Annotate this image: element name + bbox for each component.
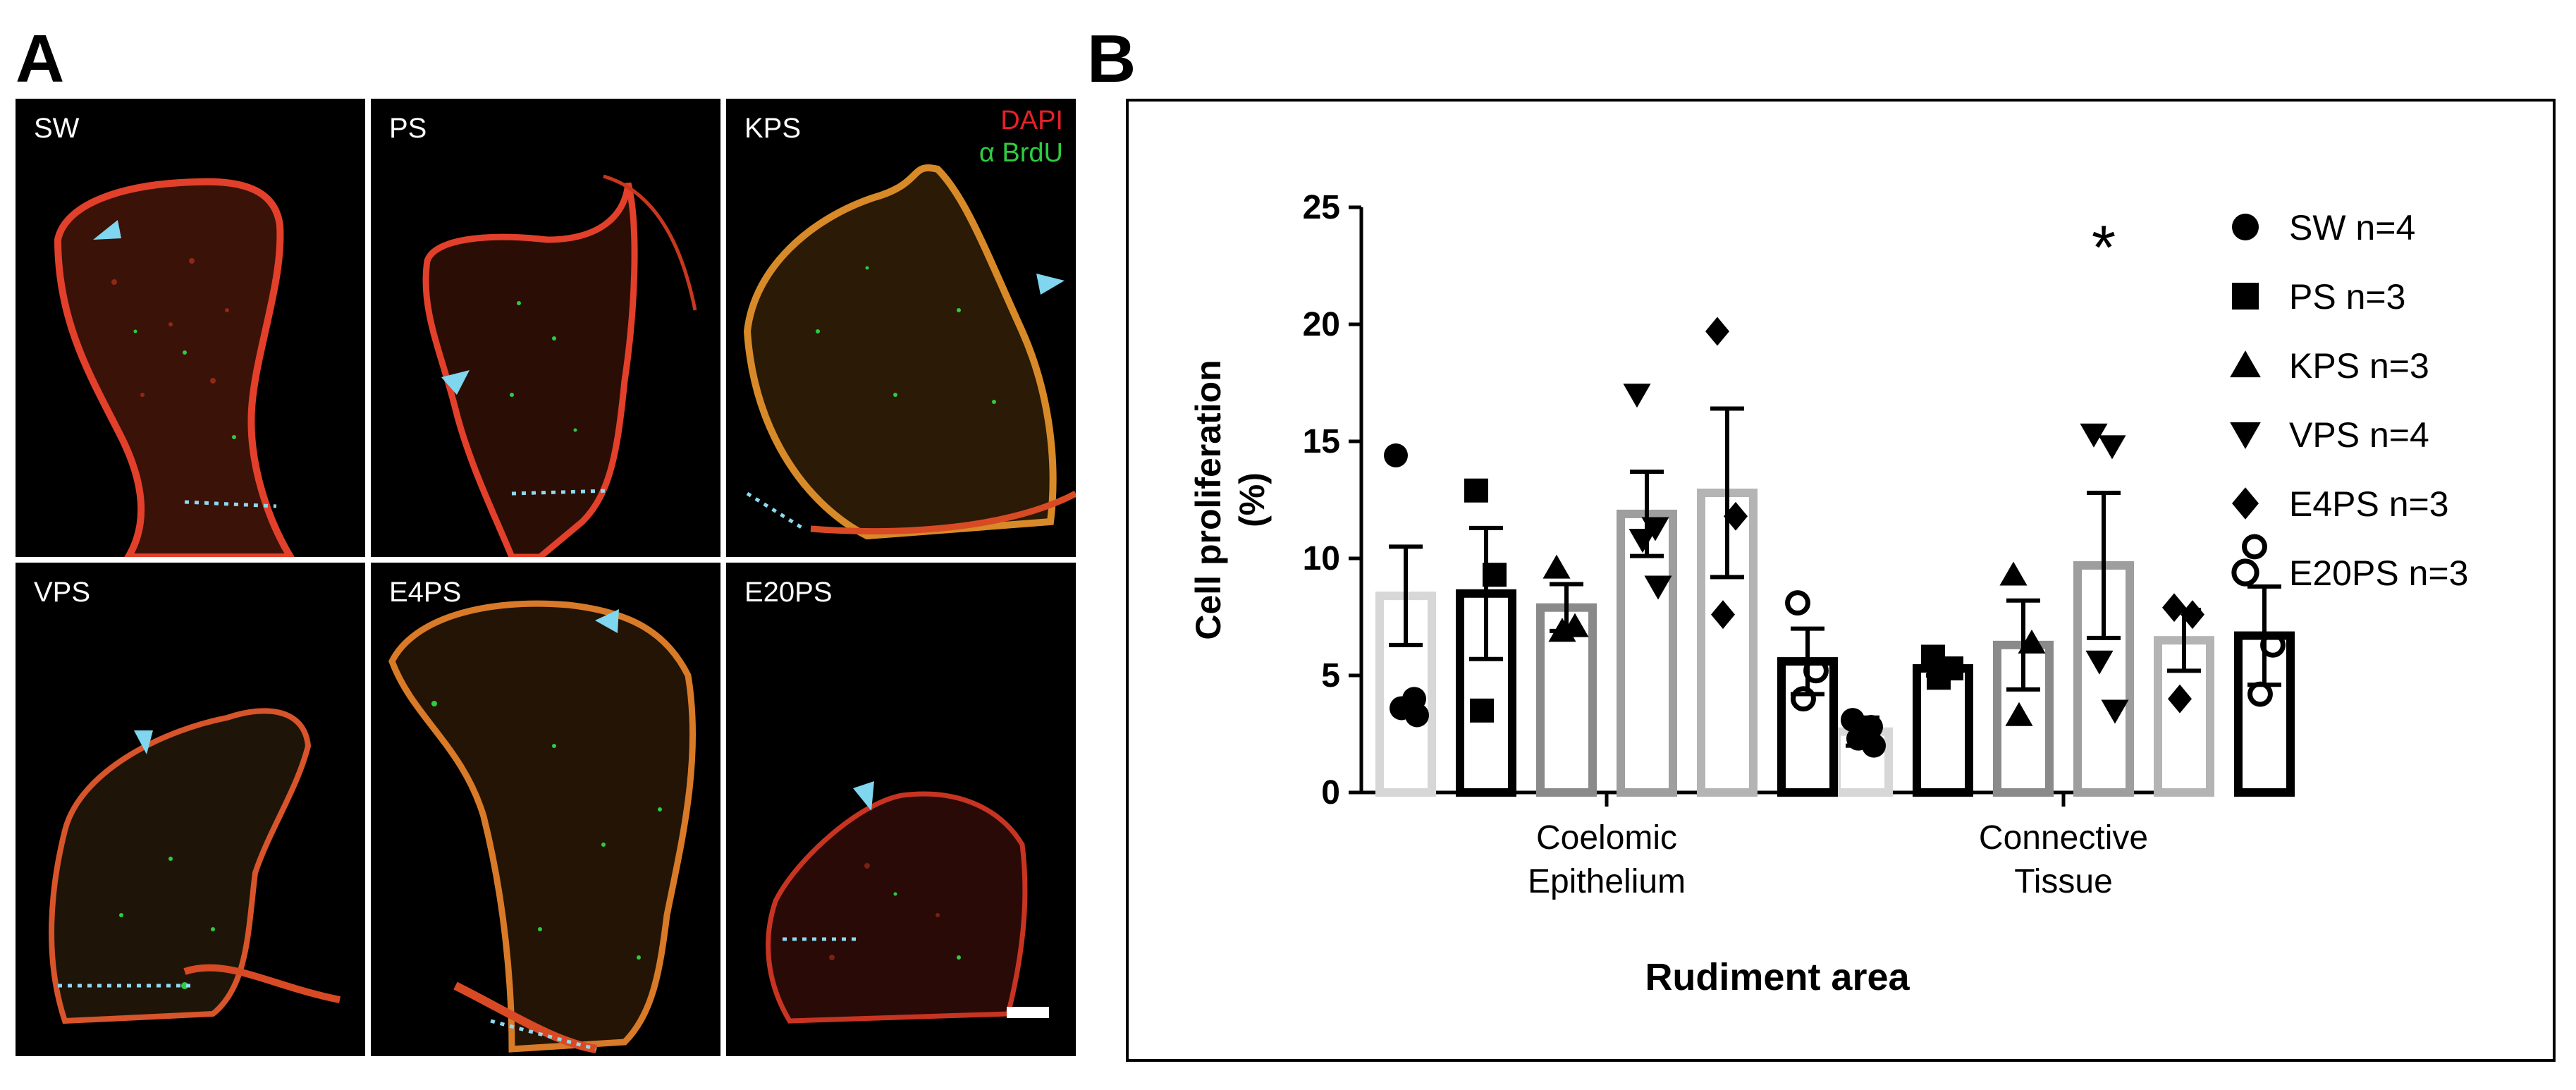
scale-bar [1007,1007,1049,1018]
micrograph-vps: VPS [16,563,365,1056]
dotted-line [746,491,805,531]
data-point [1629,529,1657,553]
legend-label: VPS n=4 [2289,415,2429,455]
data-point [1384,443,1408,467]
data-point [1548,618,1576,642]
data-point [2168,684,2192,714]
tissue-image-kps [743,164,1076,540]
legend-marker [2230,422,2261,449]
data-point [1791,686,1816,712]
dotted-line [511,489,611,496]
legend-label: PS n=3 [2289,277,2405,317]
tissue-image-ps [422,174,697,557]
data-point [1705,317,1729,346]
data-point [2247,681,2273,707]
x-tick-label: Coelomic [1536,819,1677,857]
data-point [1623,384,1651,408]
data-point [1405,703,1429,728]
stain-brdu-label: α BrdU [979,138,1063,168]
y-tick-label: 15 [1303,423,1340,460]
micrograph-label: KPS [744,113,802,144]
data-point [1841,708,1865,733]
data-point [1711,600,1735,630]
data-point [1999,561,2028,586]
data-point [2098,435,2126,460]
data-point [2085,650,2114,675]
x-tick-label: Epithelium [1528,863,1686,900]
arrowhead-icon [441,370,470,395]
data-point [2162,593,2186,623]
micrograph-e20ps: E20PS [726,563,1076,1056]
panel-b-label: B [1087,21,1136,97]
micrograph-label: E4PS [389,577,462,608]
data-point [1724,501,1748,531]
data-point [2181,600,2204,630]
legend-label: SW n=4 [2289,208,2415,247]
chart-frame: 0 5 10 15 20 25 Cell proliferation (%) Rudiment … [1126,99,2556,1062]
y-tick-label: 25 [1303,189,1340,226]
y-axis-label: Cell proliferation [1189,360,1228,639]
arrowhead-icon [595,609,619,633]
data-point [1464,478,1488,503]
legend-label: E20PS n=3 [2289,553,2468,593]
y-tick-label: 10 [1303,540,1340,577]
arrowhead-icon [1036,274,1065,295]
data-point [2080,423,2108,448]
data-point [2018,629,2046,654]
micrograph-kps: KPS DAPI α BrdU [726,99,1076,557]
micrograph-label: PS [389,113,427,144]
y-tick-label: 0 [1321,774,1340,812]
data-point [2101,699,2129,724]
data-point [2242,534,2267,560]
x-tick-label: Tissue [2014,863,2113,900]
data-point [2260,632,2286,658]
chart-bars [1375,406,2295,797]
arrowhead-icon [134,730,153,754]
tissue-image-vps [49,708,341,1024]
data-point [1785,590,1810,616]
micrograph-label: SW [34,113,80,144]
data-point [2005,702,2033,726]
chart-points [1384,317,2286,758]
micrograph-ps: PS [371,99,720,557]
micrograph-label: VPS [34,577,91,608]
y-tick-label: 20 [1303,306,1340,343]
dotted-line [490,1019,597,1051]
tissue-image-sw [54,178,295,557]
data-point [1542,554,1571,579]
data-point [1470,698,1494,723]
legend-marker [2230,350,2261,378]
legend-marker [2232,283,2259,310]
data-point [1644,575,1672,600]
micrograph-label: E20PS [744,577,833,608]
chart-legend: SW n=4 PS n=3 KPS n=3 VPS n=4 E4PS n=3 E20PS … [2230,208,2468,593]
x-axis-label: Rudiment area [1645,956,1910,998]
significance-annotation: * [2092,212,2116,282]
data-point [1927,666,1951,690]
arrowhead-icon [93,220,121,240]
legend-label: KPS n=3 [2289,346,2429,386]
stain-dapi-label: DAPI [1000,106,1063,135]
data-point [1862,733,1886,758]
tissue-image-e4ps [388,600,697,1053]
micrograph-e4ps: E4PS [371,563,720,1056]
chart-axes: 0 5 10 15 20 25 Cell proliferation (%) Rudiment … [1189,189,2179,998]
micrograph-sw: SW [16,99,365,557]
data-point [1483,563,1507,587]
y-axis-label: (%) [1232,472,1272,527]
panel-a-label: A [16,21,65,97]
legend-marker [2231,558,2259,587]
bar-chart: 0 5 10 15 20 25 Cell proliferation (%) Rudiment … [1189,189,2468,998]
legend-marker [2232,214,2259,240]
legend-label: E4PS n=3 [2289,484,2449,524]
data-point [1803,658,1829,684]
legend-marker [2232,487,2259,520]
x-tick-label: Connective [1979,819,2148,857]
tissue-image-e20ps [766,781,1049,1024]
arrowhead-icon [853,781,874,811]
y-tick-label: 5 [1321,657,1340,694]
